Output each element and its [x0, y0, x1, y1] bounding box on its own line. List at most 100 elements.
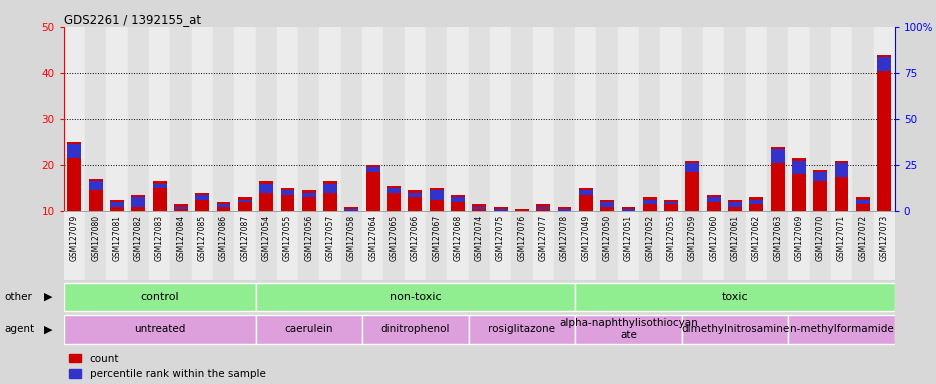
- Bar: [791, 158, 805, 257]
- Text: ▶: ▶: [44, 324, 52, 334]
- Bar: [872, 211, 894, 280]
- Text: GSM127074: GSM127074: [475, 215, 483, 261]
- Bar: [216, 204, 230, 207]
- Bar: [174, 204, 187, 257]
- Bar: [256, 211, 276, 280]
- Bar: [149, 211, 170, 280]
- Bar: [791, 161, 805, 174]
- Text: GSM127057: GSM127057: [325, 215, 334, 261]
- Bar: [361, 211, 383, 280]
- Bar: [450, 195, 464, 257]
- Text: GSM127063: GSM127063: [772, 215, 782, 261]
- Text: GSM127049: GSM127049: [580, 215, 590, 261]
- Bar: [450, 197, 464, 202]
- Bar: [149, 27, 170, 211]
- Bar: [685, 161, 698, 257]
- Text: rosiglitazone: rosiglitazone: [488, 324, 555, 334]
- Text: GSM127084: GSM127084: [176, 215, 185, 261]
- Text: GSM127059: GSM127059: [687, 215, 696, 261]
- Bar: [234, 211, 256, 280]
- Bar: [89, 179, 103, 257]
- Bar: [64, 27, 85, 211]
- Bar: [383, 211, 404, 280]
- Bar: [600, 200, 613, 257]
- Text: GSM127062: GSM127062: [751, 215, 760, 261]
- Bar: [834, 163, 848, 177]
- Bar: [191, 211, 212, 280]
- Bar: [387, 188, 401, 193]
- Text: GSM127070: GSM127070: [815, 215, 824, 261]
- Bar: [131, 197, 145, 207]
- Bar: [472, 207, 486, 209]
- Bar: [535, 207, 549, 209]
- Text: GSM127055: GSM127055: [283, 215, 292, 261]
- Bar: [702, 27, 724, 211]
- Bar: [365, 167, 379, 172]
- Bar: [85, 211, 106, 280]
- Bar: [301, 190, 315, 257]
- Bar: [575, 283, 894, 311]
- Text: GSM127051: GSM127051: [623, 215, 633, 261]
- Bar: [685, 163, 698, 172]
- Bar: [344, 207, 358, 257]
- Bar: [341, 27, 361, 211]
- Text: toxic: toxic: [721, 291, 748, 302]
- Text: dimethylnitrosamine: dimethylnitrosamine: [680, 324, 788, 334]
- Bar: [323, 184, 337, 193]
- Bar: [468, 315, 575, 344]
- Bar: [745, 27, 767, 211]
- Bar: [238, 197, 252, 257]
- Bar: [532, 27, 553, 211]
- Bar: [515, 209, 528, 257]
- Bar: [532, 211, 553, 280]
- Bar: [578, 190, 592, 195]
- Bar: [383, 27, 404, 211]
- Text: GSM127058: GSM127058: [346, 215, 356, 261]
- Bar: [131, 195, 145, 257]
- Bar: [361, 27, 383, 211]
- Bar: [323, 181, 337, 257]
- Bar: [830, 27, 852, 211]
- Bar: [408, 190, 422, 257]
- Bar: [446, 27, 468, 211]
- Bar: [638, 27, 660, 211]
- Bar: [578, 188, 592, 257]
- Bar: [259, 181, 272, 257]
- Text: untreated: untreated: [134, 324, 185, 334]
- Bar: [64, 283, 256, 311]
- Text: control: control: [140, 291, 179, 302]
- Bar: [809, 211, 830, 280]
- Bar: [617, 211, 638, 280]
- Bar: [621, 209, 635, 211]
- Bar: [174, 207, 187, 209]
- Text: alpha-naphthylisothiocyan
ate: alpha-naphthylisothiocyan ate: [559, 318, 697, 340]
- Bar: [67, 142, 81, 257]
- Bar: [638, 211, 660, 280]
- Bar: [127, 211, 149, 280]
- Text: GDS2261 / 1392155_at: GDS2261 / 1392155_at: [64, 13, 200, 26]
- Bar: [706, 195, 720, 257]
- Bar: [787, 211, 809, 280]
- Bar: [468, 211, 490, 280]
- Bar: [575, 27, 596, 211]
- Bar: [809, 27, 830, 211]
- Bar: [259, 184, 272, 193]
- Bar: [387, 186, 401, 257]
- Text: GSM127052: GSM127052: [645, 215, 653, 261]
- Text: GSM127087: GSM127087: [241, 215, 249, 261]
- Text: GSM127083: GSM127083: [155, 215, 164, 261]
- Bar: [170, 27, 191, 211]
- Bar: [787, 315, 894, 344]
- Bar: [153, 184, 167, 188]
- Bar: [85, 27, 106, 211]
- Bar: [596, 27, 617, 211]
- Bar: [408, 193, 422, 197]
- Bar: [170, 211, 191, 280]
- Text: GSM127073: GSM127073: [879, 215, 887, 261]
- Bar: [319, 211, 341, 280]
- Bar: [855, 200, 869, 204]
- Bar: [344, 209, 358, 211]
- Text: GSM127086: GSM127086: [219, 215, 227, 261]
- Bar: [872, 27, 894, 211]
- Bar: [553, 27, 575, 211]
